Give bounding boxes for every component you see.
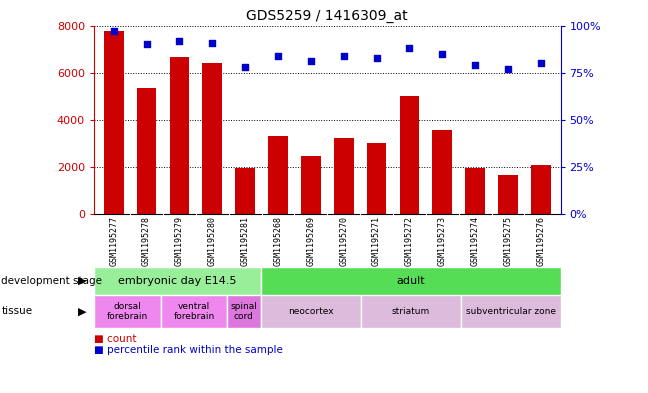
Title: GDS5259 / 1416309_at: GDS5259 / 1416309_at	[246, 9, 408, 23]
Bar	[260, 295, 360, 328]
Bar	[432, 130, 452, 214]
Text: adult: adult	[396, 276, 425, 286]
Bar	[268, 136, 288, 214]
Bar	[227, 295, 260, 328]
Text: development stage: development stage	[1, 276, 102, 286]
Point	[141, 41, 152, 48]
Bar	[334, 138, 354, 214]
Text: ventral
forebrain: ventral forebrain	[173, 302, 214, 321]
Text: ■ percentile rank within the sample: ■ percentile rank within the sample	[94, 345, 283, 355]
Bar	[161, 295, 227, 328]
Bar	[260, 267, 561, 295]
Point	[306, 58, 316, 64]
Bar	[367, 143, 386, 214]
Point	[470, 62, 480, 68]
Point	[371, 55, 382, 61]
Text: embryonic day E14.5: embryonic day E14.5	[118, 276, 237, 286]
Text: GSM1195280: GSM1195280	[208, 216, 216, 266]
Text: GSM1195271: GSM1195271	[372, 216, 381, 266]
Bar	[235, 168, 255, 214]
Point	[174, 37, 185, 44]
Point	[503, 66, 513, 72]
Bar	[104, 31, 124, 214]
Bar	[400, 96, 419, 214]
Point	[536, 60, 546, 66]
Bar	[94, 267, 260, 295]
Text: GSM1195277: GSM1195277	[109, 216, 118, 266]
Text: tissue: tissue	[1, 307, 32, 316]
Bar	[170, 57, 189, 214]
Point	[338, 53, 349, 59]
Text: GSM1195272: GSM1195272	[405, 216, 414, 266]
Point	[437, 51, 447, 57]
Bar	[465, 168, 485, 214]
Bar	[531, 165, 551, 214]
Text: GSM1195279: GSM1195279	[175, 216, 184, 266]
Bar	[202, 63, 222, 214]
Bar	[498, 175, 518, 214]
Text: GSM1195268: GSM1195268	[273, 216, 283, 266]
Point	[108, 28, 119, 34]
Text: GSM1195276: GSM1195276	[537, 216, 546, 266]
Bar	[360, 295, 461, 328]
Text: neocortex: neocortex	[288, 307, 333, 316]
Text: GSM1195281: GSM1195281	[240, 216, 249, 266]
Text: GSM1195269: GSM1195269	[307, 216, 316, 266]
Point	[207, 39, 218, 46]
Point	[273, 53, 283, 59]
Text: GSM1195270: GSM1195270	[339, 216, 348, 266]
Point	[240, 64, 250, 70]
Text: GSM1195275: GSM1195275	[503, 216, 513, 266]
Text: ■ count: ■ count	[94, 334, 137, 344]
Text: ▶: ▶	[78, 276, 87, 286]
Bar	[461, 295, 561, 328]
Text: ▶: ▶	[78, 307, 87, 316]
Bar	[94, 295, 161, 328]
Text: striatum: striatum	[391, 307, 430, 316]
Text: subventricular zone: subventricular zone	[465, 307, 555, 316]
Text: dorsal
forebrain: dorsal forebrain	[107, 302, 148, 321]
Text: GSM1195273: GSM1195273	[438, 216, 446, 266]
Text: spinal
cord: spinal cord	[231, 302, 257, 321]
Text: GSM1195274: GSM1195274	[470, 216, 480, 266]
Bar	[137, 88, 156, 214]
Bar	[301, 156, 321, 214]
Text: GSM1195278: GSM1195278	[142, 216, 151, 266]
Point	[404, 45, 415, 51]
